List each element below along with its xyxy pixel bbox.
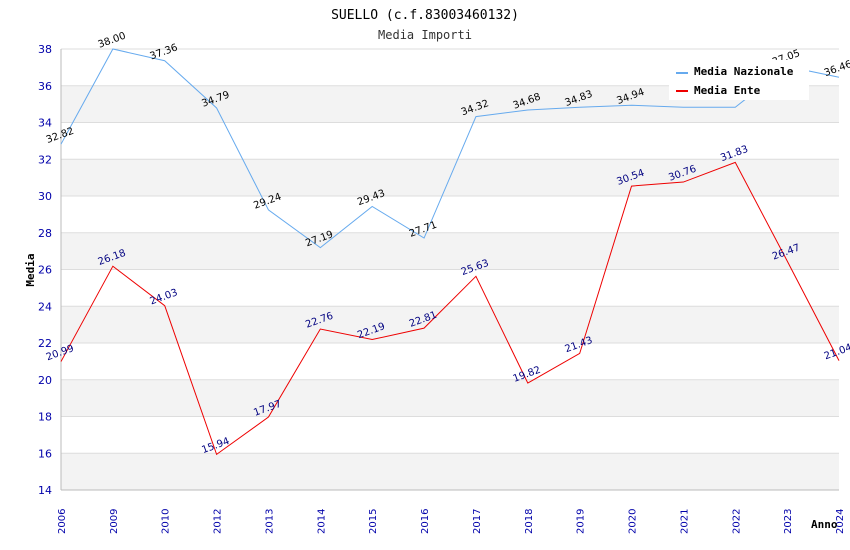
y-tick-labels: 14 16 18 20 22 24 26 28 30 32 34 36 38 — [38, 43, 52, 497]
data-label: 38.00 — [97, 31, 128, 51]
data-label: 21.04 — [823, 342, 850, 362]
data-label: 37.36 — [149, 42, 180, 62]
background-band — [61, 379, 839, 417]
x-tick-label: 2023 — [783, 509, 794, 534]
x-tick-labels: 2006 2009 2010 2012 2013 2014 2015 2016 2017 2018… — [57, 509, 846, 534]
x-tick-label: 2014 — [316, 509, 327, 534]
chart-subtitle: Media Importi — [378, 28, 472, 42]
y-tick-label: 34 — [38, 117, 52, 130]
background-band — [61, 232, 839, 270]
y-tick-label: 16 — [38, 447, 52, 460]
x-tick-label: 2021 — [679, 509, 690, 534]
y-axis-label: Media — [24, 253, 37, 286]
series-line-media-nazionale — [60, 48, 840, 249]
axes — [60, 49, 839, 491]
y-tick-label: 36 — [38, 80, 52, 93]
y-tick-label: 38 — [38, 43, 52, 56]
x-tick-label: 2019 — [576, 509, 587, 534]
background-band — [61, 306, 839, 343]
legend: Media Nazionale Media Ente — [669, 60, 809, 100]
y-tick-label: 14 — [38, 484, 52, 497]
legend-box — [669, 60, 809, 100]
background-band — [61, 453, 839, 490]
x-tick-label: 2016 — [420, 509, 431, 534]
legend-label-media-ente: Media Ente — [694, 84, 761, 97]
data-label: 24.03 — [149, 287, 180, 307]
y-tick-label: 18 — [38, 411, 52, 424]
legend-label-media-nazionale: Media Nazionale — [694, 65, 794, 78]
x-tick-label: 2009 — [109, 509, 120, 534]
x-tick-label: 2018 — [524, 509, 535, 534]
plot-background-bands — [61, 85, 839, 490]
series-line-media-ente — [60, 161, 840, 456]
chart-title: SUELLO (c.f.83003460132) — [331, 8, 519, 23]
data-label: 36.46 — [823, 59, 850, 79]
y-tick-label: 32 — [38, 153, 52, 166]
x-tick-label: 2022 — [731, 509, 742, 534]
x-tick-label: 2006 — [57, 509, 68, 534]
x-tick-label: 2020 — [628, 509, 639, 534]
gridlines — [61, 48, 839, 491]
series-lines — [60, 48, 840, 456]
y-tick-label: 20 — [38, 374, 52, 387]
x-axis-label: Anno — [811, 518, 838, 531]
y-tick-label: 22 — [38, 337, 52, 350]
x-tick-label: 2010 — [161, 509, 172, 534]
y-tick-label: 28 — [38, 227, 52, 240]
y-tick-label: 26 — [38, 264, 52, 277]
y-tick-label: 30 — [38, 190, 52, 203]
x-tick-label: 2013 — [264, 509, 275, 534]
x-tick-label: 2015 — [368, 509, 379, 534]
x-tick-label: 2017 — [472, 509, 483, 534]
y-tick-label: 24 — [38, 300, 52, 313]
x-tick-label: 2024 — [835, 509, 846, 534]
x-tick-label: 2012 — [213, 509, 224, 534]
